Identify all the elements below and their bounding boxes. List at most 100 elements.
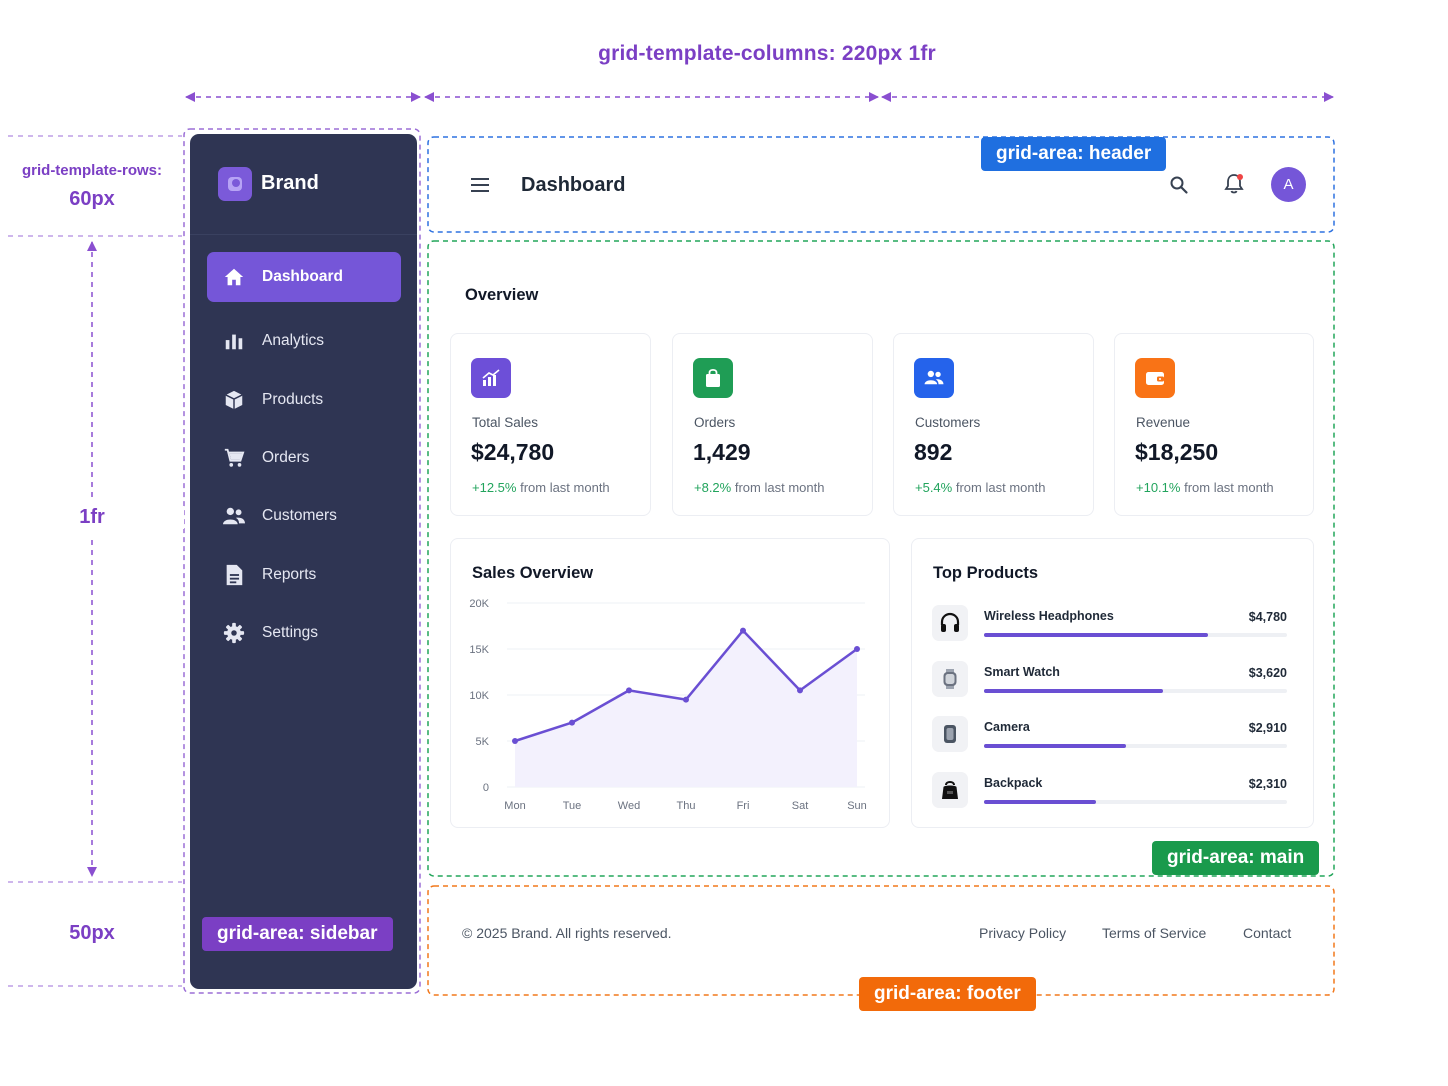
data-point (683, 696, 689, 703)
data-point (854, 646, 860, 652)
users-icon (222, 504, 246, 528)
stat-change-percent: +5.4% (915, 480, 953, 495)
product-bar-track (984, 800, 1287, 804)
sidebar-item-customers[interactable]: Customers (207, 491, 401, 541)
stat-change-percent: +12.5% (472, 480, 517, 495)
product-value: $2,910 (1248, 721, 1287, 735)
search-button[interactable] (1164, 170, 1194, 200)
product-bar-fill (984, 800, 1097, 804)
header-area-tag: grid-area: header (981, 137, 1167, 171)
product-row[interactable]: Smart Watch $3,620 (932, 659, 1292, 699)
stat-value: $24,780 (471, 439, 555, 465)
footer-link-terms[interactable]: Terms of Service (1102, 925, 1207, 941)
product-row[interactable]: Camera $2,910 (932, 714, 1292, 754)
sidebar-item-dashboard[interactable]: Dashboard (207, 252, 401, 302)
y-tick-label: 15K (469, 644, 489, 656)
brand-logo-icon[interactable] (218, 167, 252, 201)
x-tick-label: Tue (563, 800, 582, 812)
stat-card-customers[interactable]: Customers 892 +5.4% from last month (893, 333, 1094, 516)
stat-label: Revenue (1136, 415, 1191, 430)
footer-copyright: © 2025 Brand. All rights reserved. (462, 925, 672, 941)
stat-value: $18,250 (1135, 439, 1219, 465)
stat-label: Orders (694, 415, 736, 430)
wallet-icon (1135, 358, 1175, 398)
search-icon (1170, 176, 1188, 194)
cart-icon (222, 446, 246, 470)
footer-link-privacy[interactable]: Privacy Policy (979, 925, 1067, 941)
product-name: Backpack (984, 776, 1043, 790)
bar-chart-icon (222, 329, 246, 353)
users-icon (914, 358, 954, 398)
sidebar-item-label: Customers (262, 507, 337, 524)
stat-value: 1,429 (693, 439, 751, 465)
brand-row: Brand (190, 134, 417, 235)
y-tick-label: 5K (476, 736, 490, 748)
product-bar-fill (984, 689, 1163, 693)
x-tick-label: Sat (792, 800, 809, 812)
sidebar-item-label: Products (262, 391, 324, 408)
chart-icon (471, 358, 511, 398)
stat-change-suffix: from last month (734, 480, 825, 495)
footer-link-contact[interactable]: Contact (1243, 925, 1292, 941)
menu-button[interactable] (462, 170, 498, 200)
brand-name[interactable]: Brand (261, 172, 319, 194)
sidebar-item-label: Dashboard (262, 268, 343, 285)
data-point (626, 687, 632, 694)
backpack-icon (932, 772, 968, 808)
home-icon (222, 265, 246, 289)
bell-icon (1224, 174, 1244, 194)
top-products-card: Top Products Wireless Headphones $4,780 … (911, 538, 1314, 828)
grid-columns-label: grid-template-columns: 220px 1fr (598, 42, 936, 65)
stat-change-suffix: from last month (1184, 480, 1274, 495)
product-row[interactable]: Wireless Headphones $4,780 (932, 603, 1292, 643)
stat-card-total-sales[interactable]: Total Sales $24,780 +12.5% from last mon… (450, 333, 651, 516)
product-bar-track (984, 744, 1287, 748)
document-icon (222, 563, 246, 587)
stat-change: +8.2% from last month (694, 480, 824, 495)
notifications-button[interactable] (1219, 169, 1249, 199)
box-icon (222, 388, 246, 412)
sidebar-item-label: Analytics (262, 332, 325, 349)
y-tick-label: 10K (469, 690, 489, 702)
sidebar-item-products[interactable]: Products (207, 375, 401, 425)
stat-change-percent: +8.2% (694, 480, 732, 495)
x-tick-label: Wed (618, 800, 640, 812)
x-tick-label: Sun (847, 800, 867, 812)
sidebar-item-label: Reports (262, 566, 317, 583)
stat-card-orders[interactable]: Orders 1,429 +8.2% from last month (672, 333, 873, 516)
sidebar-item-analytics[interactable]: Analytics (207, 316, 401, 366)
sidebar-item-orders[interactable]: Orders (207, 433, 401, 483)
product-value: $4,780 (1248, 610, 1287, 624)
product-name: Smart Watch (984, 665, 1060, 679)
sidebar-item-settings[interactable]: Settings (207, 608, 401, 658)
sidebar-item-reports[interactable]: Reports (207, 550, 401, 600)
footer-row-size: 50px (69, 922, 115, 944)
sales-line-chart: 0 5K 10K 15K 20K Mon Tue Wed Thu Fri Sat Sun (469, 598, 867, 812)
stat-card-revenue[interactable]: Revenue $18,250 +10.1% from last month (1114, 333, 1314, 516)
y-tick-label: 20K (469, 598, 489, 610)
sidebar: Brand Dashboard Analytics Products Order… (190, 134, 417, 989)
footer-area-tag: grid-area: footer (859, 977, 1036, 1011)
sidebar-item-label: Orders (262, 449, 310, 466)
sales-overview-title: Sales Overview (472, 564, 594, 582)
product-bar-track (984, 633, 1287, 637)
data-point (740, 627, 746, 634)
product-name: Camera (984, 720, 1030, 734)
menu-icon (471, 178, 489, 192)
series-area (515, 630, 857, 787)
stat-change-suffix: from last month (520, 480, 610, 495)
x-tick-label: Mon (504, 800, 525, 812)
overview-title: Overview (465, 286, 539, 304)
x-tick-label: Fri (737, 800, 750, 812)
product-row[interactable]: Backpack $2,310 (932, 770, 1292, 810)
avatar[interactable]: A (1271, 167, 1306, 202)
product-value: $2,310 (1248, 777, 1287, 791)
product-value: $3,620 (1248, 666, 1287, 680)
stat-change-suffix: from last month (955, 480, 1046, 495)
main-row-size: 1fr (0, 506, 184, 529)
product-bar-track (984, 689, 1287, 693)
sidebar-area-tag: grid-area: sidebar (202, 917, 393, 951)
data-point (512, 738, 518, 744)
stat-label: Customers (915, 415, 981, 430)
sales-overview-card: Sales Overview 0 5K 10K 15K 20K Mon Tue Wed Thu F… (450, 538, 890, 828)
